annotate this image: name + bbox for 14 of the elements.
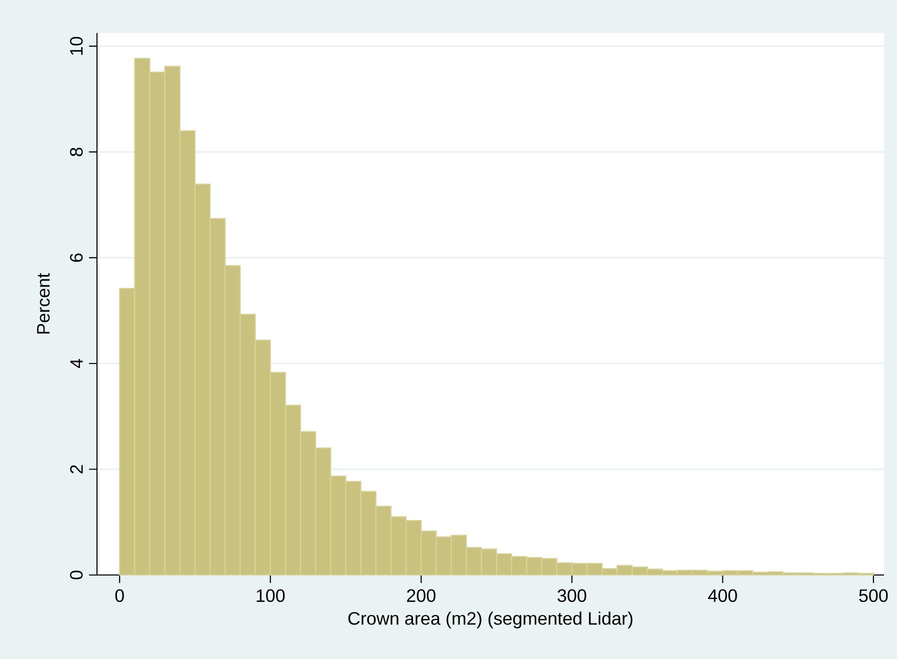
y-tick-label: 0: [70, 570, 83, 580]
x-tick-label: 400: [708, 589, 737, 602]
x-axis-title: Crown area (m2) (segmented Lidar): [348, 612, 632, 628]
x-tick-label: 100: [256, 589, 285, 602]
y-axis-title: Percent: [37, 273, 50, 334]
x-tick-label: 500: [859, 589, 888, 602]
y-tick-label: 6: [70, 254, 83, 262]
x-tick-label: 200: [407, 589, 436, 602]
y-tick-label: 10: [70, 36, 83, 55]
y-tick-label: 2: [70, 465, 83, 474]
x-tick-label: 0: [115, 589, 124, 602]
y-tick-label: 8: [70, 148, 83, 156]
y-tick-label: 4: [70, 358, 83, 368]
x-tick-label: 300: [558, 589, 586, 602]
